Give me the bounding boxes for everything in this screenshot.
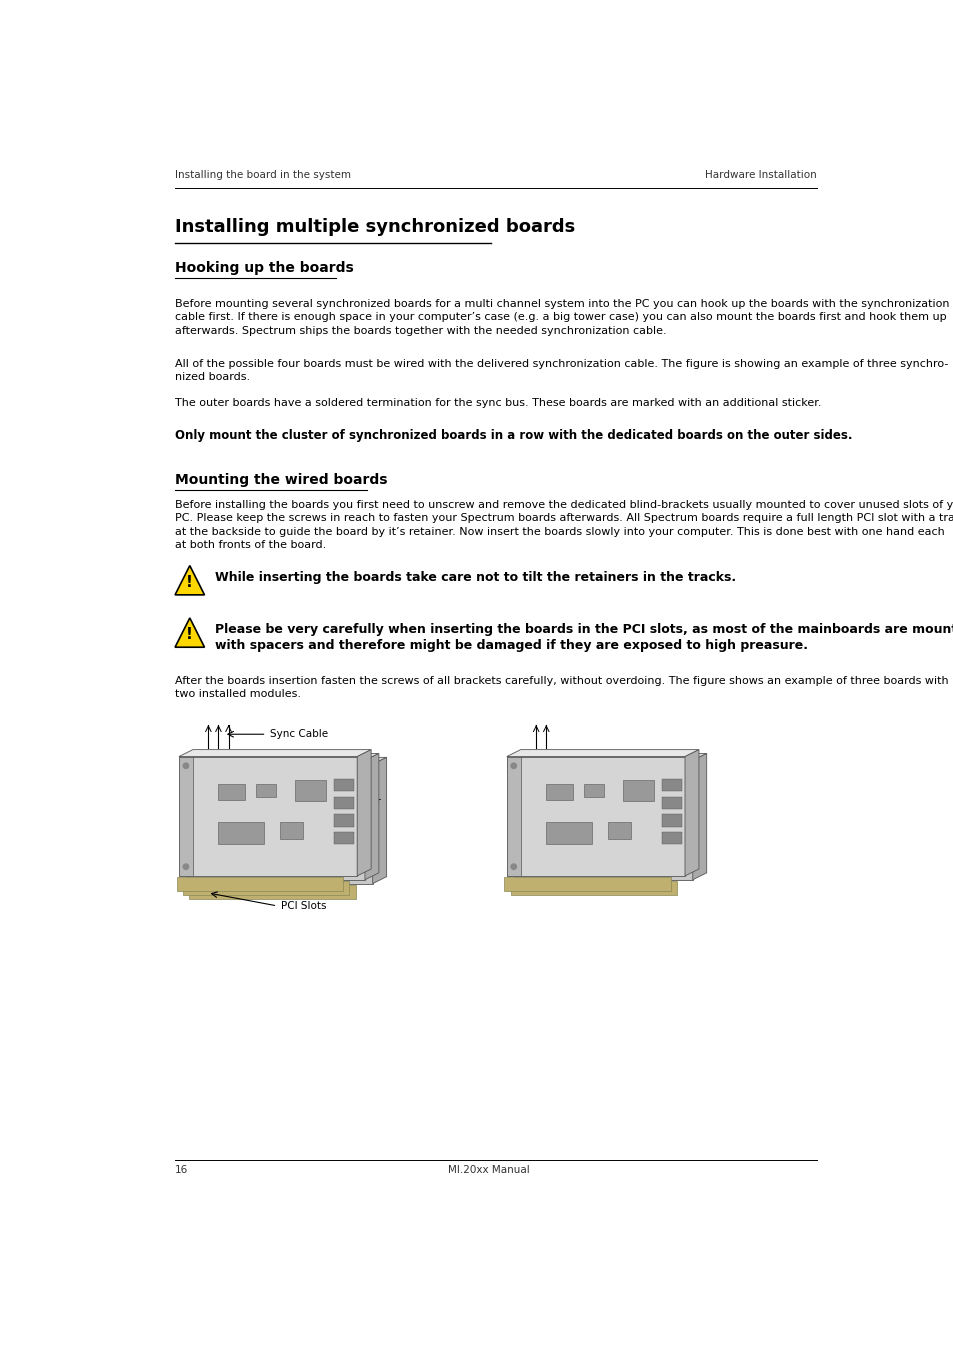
Circle shape: [183, 865, 189, 869]
Text: After the boards insertion fasten the screws of all brackets carefully, without : After the boards insertion fasten the sc…: [174, 676, 947, 698]
Bar: [334, 815, 354, 827]
Bar: [661, 832, 681, 844]
Circle shape: [511, 763, 516, 769]
Text: Sync Cable: Sync Cable: [270, 730, 328, 739]
Text: Before installing the boards you first need to unscrew and remove the dedicated : Before installing the boards you first n…: [174, 500, 953, 550]
Polygon shape: [194, 765, 373, 884]
Bar: [256, 784, 275, 797]
Polygon shape: [373, 758, 386, 884]
Text: Mounting the wired boards: Mounting the wired boards: [174, 473, 387, 488]
Bar: [217, 821, 264, 843]
Text: Only mount the cluster of synchronized boards in a row with the dedicated boards: Only mount the cluster of synchronized b…: [174, 428, 852, 442]
Bar: [622, 780, 654, 801]
Text: While inserting the boards take care not to tilt the retainers in the tracks.: While inserting the boards take care not…: [215, 571, 736, 584]
Bar: [334, 780, 354, 792]
Polygon shape: [506, 750, 699, 757]
Text: Installing multiple synchronized boards: Installing multiple synchronized boards: [174, 219, 575, 236]
Polygon shape: [514, 761, 692, 880]
Text: MI.20xx Manual: MI.20xx Manual: [448, 1166, 529, 1175]
Polygon shape: [506, 757, 684, 875]
Text: The outer boards have a soldered termination for the sync bus. These boards are : The outer boards have a soldered termina…: [174, 397, 821, 408]
Text: All of the possible four boards must be wired with the delivered synchronization: All of the possible four boards must be …: [174, 359, 947, 382]
Text: Hardware Installation: Hardware Installation: [704, 170, 816, 180]
Circle shape: [511, 865, 516, 869]
Text: PCI Slots: PCI Slots: [281, 901, 326, 911]
Circle shape: [183, 763, 189, 769]
Polygon shape: [514, 754, 706, 761]
Polygon shape: [187, 754, 378, 761]
Polygon shape: [174, 566, 204, 594]
Polygon shape: [179, 750, 371, 757]
Polygon shape: [684, 750, 699, 875]
Polygon shape: [183, 881, 349, 896]
Text: Retainer: Retainer: [336, 797, 380, 807]
Polygon shape: [692, 754, 706, 880]
Bar: [294, 780, 326, 801]
Polygon shape: [189, 885, 355, 898]
Text: !: !: [186, 576, 193, 590]
Text: 16: 16: [174, 1166, 188, 1175]
Bar: [545, 784, 572, 800]
Polygon shape: [194, 758, 386, 765]
Bar: [217, 784, 245, 800]
Bar: [661, 815, 681, 827]
Polygon shape: [174, 617, 204, 647]
Text: Installing the board in the system: Installing the board in the system: [174, 170, 351, 180]
Polygon shape: [504, 877, 670, 892]
Polygon shape: [510, 881, 677, 896]
Bar: [545, 821, 592, 843]
Polygon shape: [356, 750, 371, 875]
Polygon shape: [506, 757, 520, 875]
Polygon shape: [176, 877, 343, 892]
Bar: [661, 797, 681, 809]
Polygon shape: [179, 757, 356, 875]
Text: Before mounting several synchronized boards for a multi channel system into the : Before mounting several synchronized boa…: [174, 299, 948, 335]
Bar: [583, 784, 603, 797]
Bar: [661, 780, 681, 792]
Text: Hooking up the boards: Hooking up the boards: [174, 261, 354, 274]
Bar: [334, 832, 354, 844]
Bar: [607, 821, 630, 839]
Bar: [279, 821, 303, 839]
Bar: [334, 797, 354, 809]
Polygon shape: [179, 757, 193, 875]
Text: !: !: [186, 627, 193, 642]
Text: Please be very carefully when inserting the boards in the PCI slots, as most of : Please be very carefully when inserting …: [215, 623, 953, 653]
Polygon shape: [365, 754, 378, 880]
Polygon shape: [187, 761, 365, 880]
